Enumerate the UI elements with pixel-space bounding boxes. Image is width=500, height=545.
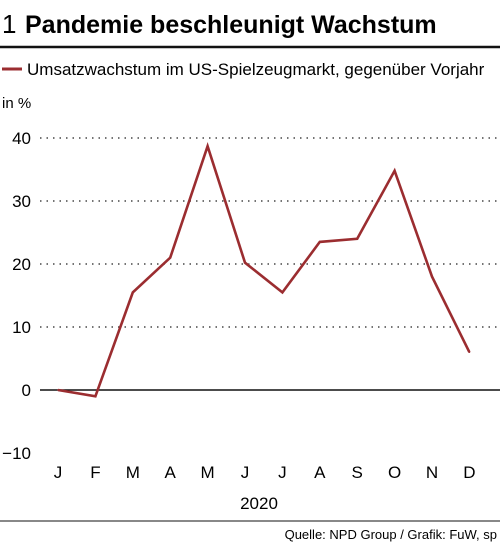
data-point xyxy=(319,241,321,243)
y-tick-label: 0 xyxy=(22,381,31,400)
x-tick-label: N xyxy=(426,463,438,482)
data-point xyxy=(206,145,209,147)
y-axis-ticks: −10 0 10 20 30 40 xyxy=(2,129,31,463)
series-line xyxy=(57,142,471,398)
x-tick-label: D xyxy=(463,463,475,482)
chart-title: Pandemie beschleunigt Wachstum xyxy=(25,11,437,39)
data-point xyxy=(281,291,284,294)
grid xyxy=(40,137,500,391)
data-point xyxy=(132,291,134,294)
x-tick-label: F xyxy=(90,463,100,482)
y-tick-label: 10 xyxy=(12,318,31,337)
y-tick-label: 30 xyxy=(12,192,31,211)
x-tick-label: A xyxy=(165,463,177,482)
data-point xyxy=(431,275,433,278)
legend-label: Umsatzwachstum im US-Spielzeugmarkt, geg… xyxy=(27,60,485,79)
x-tick-label: M xyxy=(201,463,215,482)
data-point xyxy=(169,256,171,259)
x-axis-label: 2020 xyxy=(240,494,278,513)
y-tick-label: 20 xyxy=(12,255,31,274)
x-tick-label: S xyxy=(352,463,363,482)
x-tick-label: A xyxy=(314,463,326,482)
data-point xyxy=(356,238,359,240)
data-point xyxy=(94,395,97,398)
x-tick-label: O xyxy=(388,463,401,482)
source-note: Quelle: NPD Group / Grafik: FuW, sp xyxy=(285,527,497,542)
x-tick-label: J xyxy=(54,463,63,482)
x-tick-label: M xyxy=(126,463,140,482)
y-tick-label: −10 xyxy=(2,444,31,463)
chart-number: 1 xyxy=(2,9,16,39)
data-point xyxy=(468,351,471,354)
y-unit-label: in % xyxy=(2,95,31,112)
data-point xyxy=(393,169,396,172)
x-tick-label: J xyxy=(278,463,287,482)
data-point xyxy=(57,389,59,391)
x-tick-label: J xyxy=(241,463,250,482)
data-point xyxy=(244,261,246,264)
y-tick-label: 40 xyxy=(12,129,31,148)
series-layer xyxy=(57,142,471,398)
